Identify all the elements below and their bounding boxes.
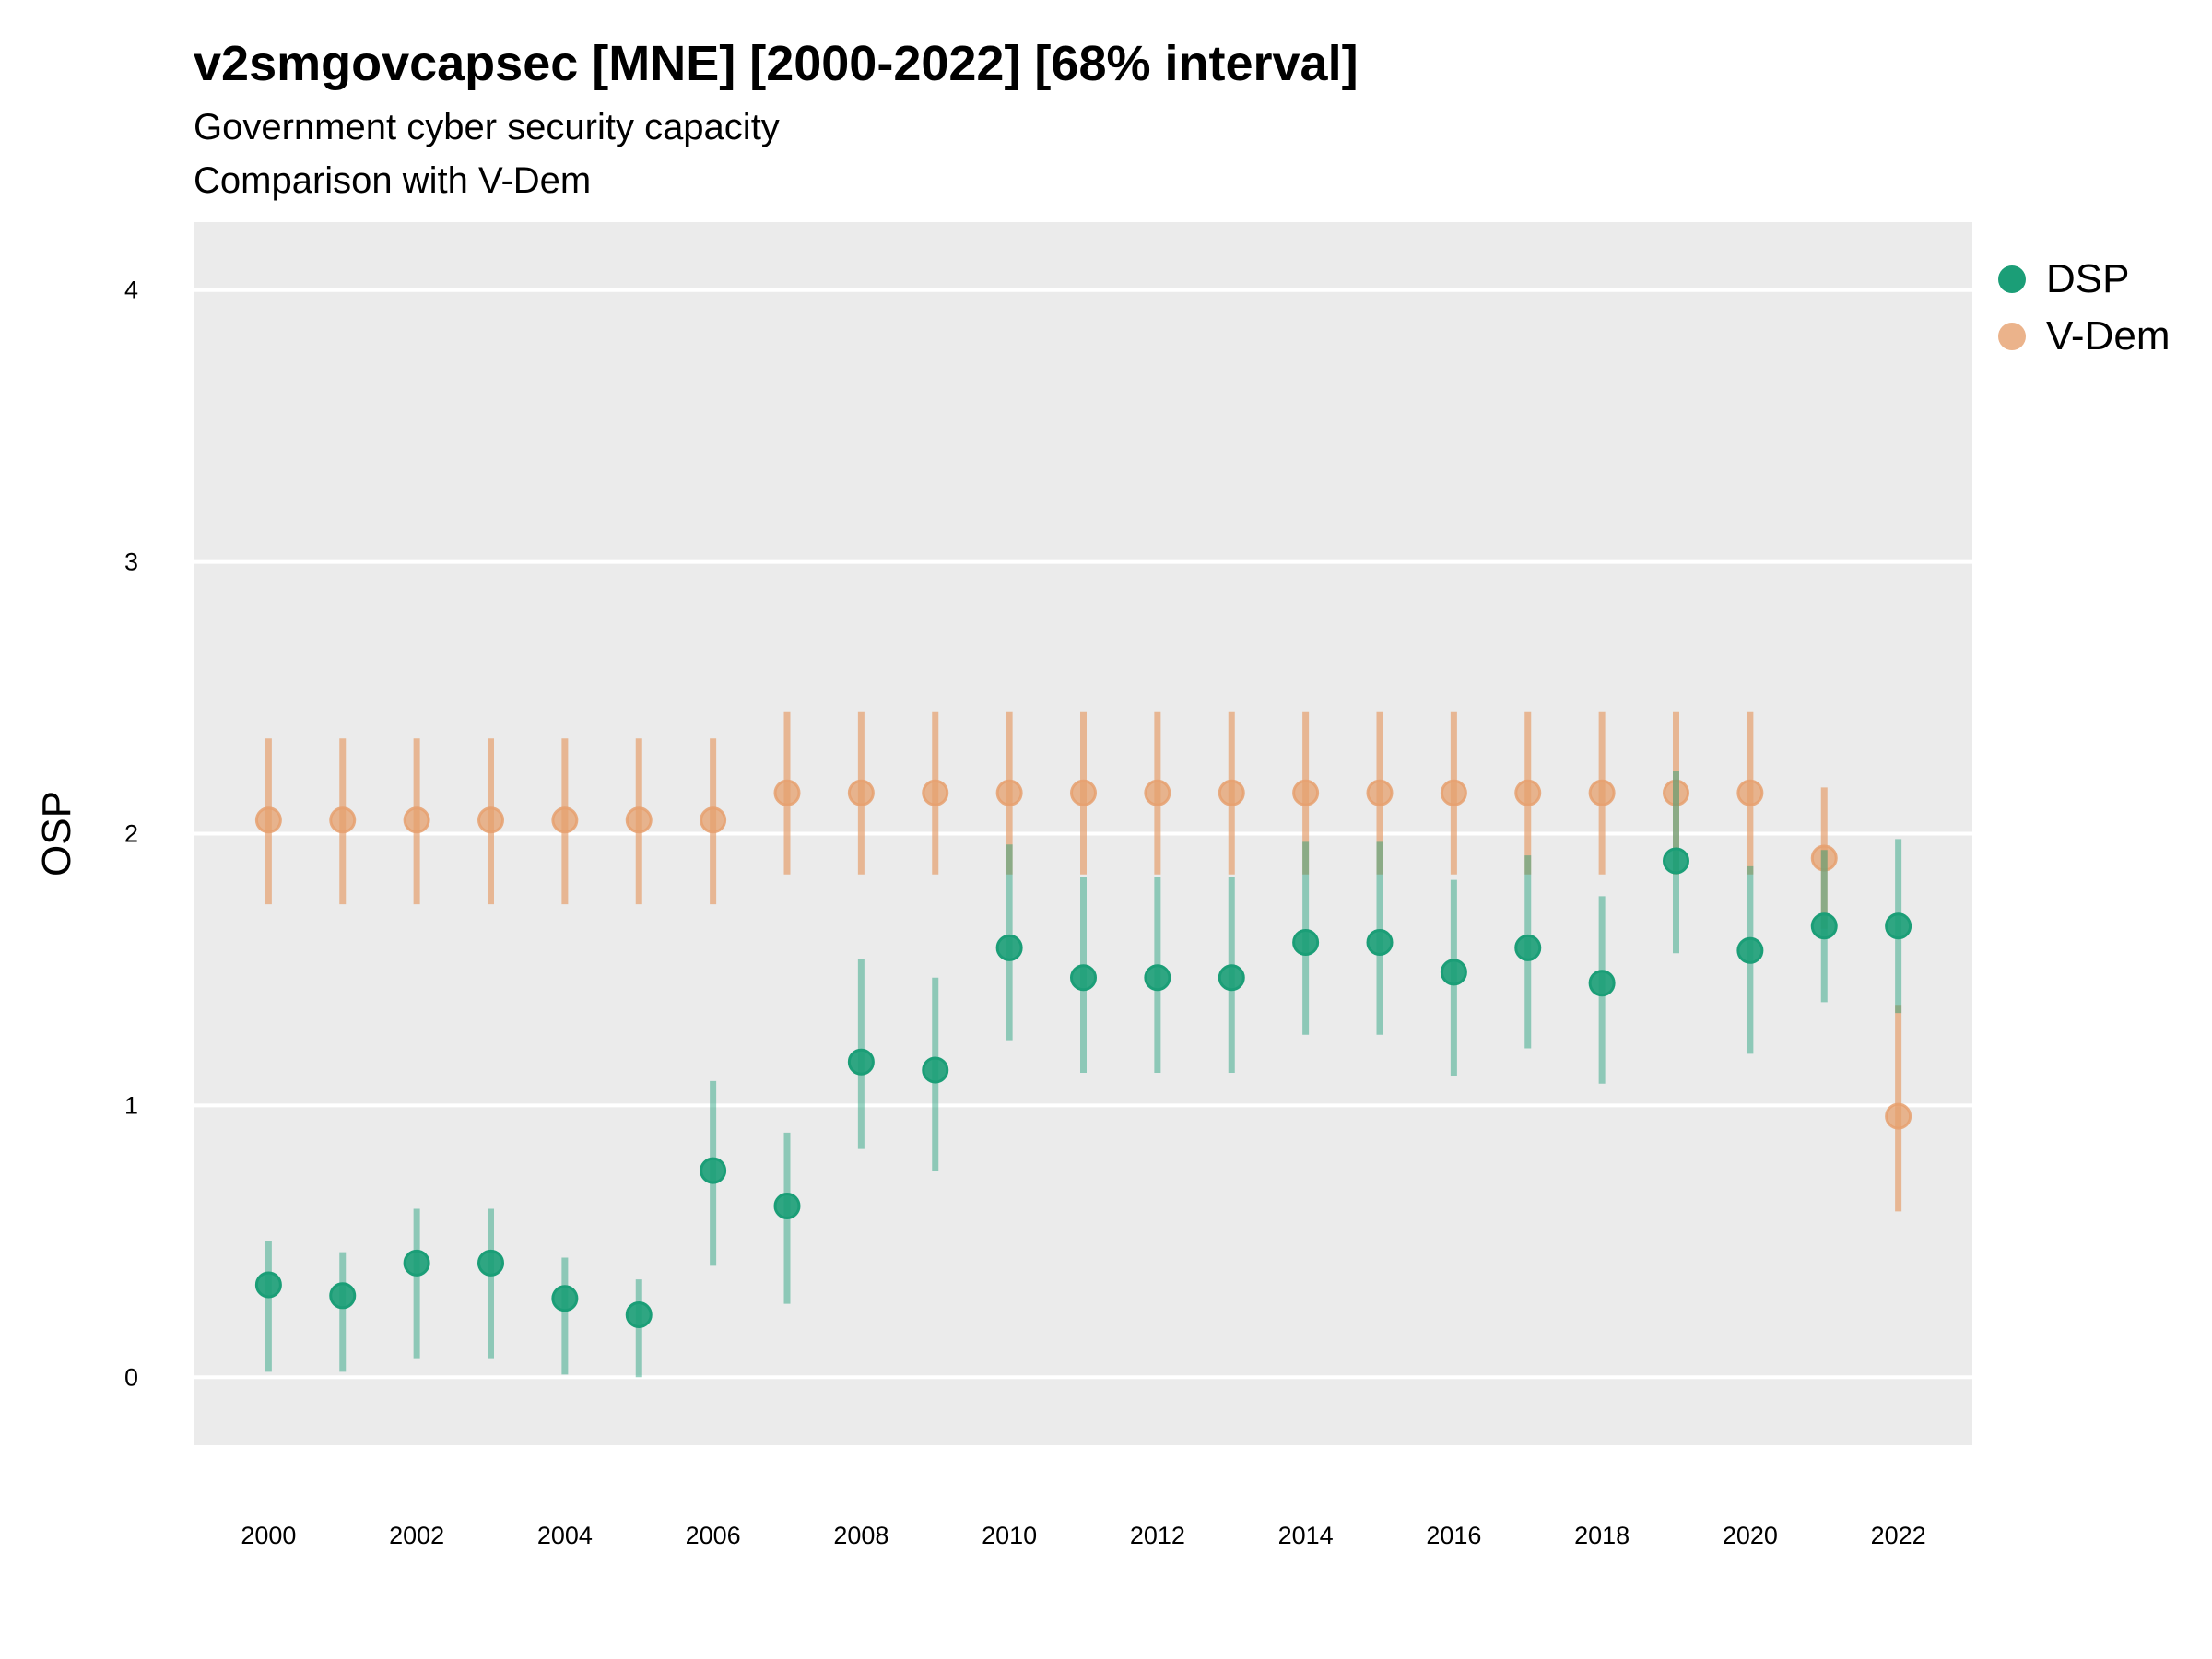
dsp-point [922, 1056, 949, 1084]
dsp-point [1663, 847, 1689, 875]
dsp-point [1885, 912, 1912, 940]
y-tick-label: 3 [124, 548, 138, 576]
vdem-point [477, 806, 504, 834]
x-tick-label: 2018 [1574, 1522, 1630, 1549]
x-tick-label: 2000 [241, 1522, 296, 1549]
x-tick-label: 2008 [833, 1522, 888, 1549]
dsp-point [1440, 959, 1467, 986]
dsp-point [847, 1048, 875, 1076]
vdem-point [254, 806, 282, 834]
series-dsp [254, 771, 1912, 1378]
vdem-point [995, 779, 1023, 806]
legend-label-dsp: DSP [2046, 256, 2130, 301]
vdem-point [1663, 779, 1689, 806]
vdem-point [773, 779, 801, 806]
legend-item-dsp: DSP [1998, 251, 2170, 308]
dsp-point [403, 1249, 430, 1277]
vdem-point [1514, 779, 1542, 806]
y-tick-label: 0 [124, 1363, 138, 1391]
dsp-point [995, 934, 1023, 961]
legend-item-vdem: V-Dem [1998, 308, 2170, 365]
vdem-point [1366, 779, 1394, 806]
vdem-point [700, 806, 727, 834]
dsp-point [329, 1282, 357, 1310]
vdem-point [403, 806, 430, 834]
dsp-point [1588, 970, 1616, 997]
vdem-point [1588, 779, 1616, 806]
legend-key-vdem [1998, 323, 2026, 350]
dsp-point [1736, 936, 1764, 964]
dsp-point [1070, 964, 1097, 992]
vdem-point [1440, 779, 1467, 806]
dsp-point [625, 1300, 653, 1328]
series-vdem [254, 711, 1912, 1212]
dsp-point [1292, 928, 1320, 956]
x-tick-label: 2016 [1426, 1522, 1481, 1549]
vdem-point [847, 779, 875, 806]
dsp-point [1218, 964, 1245, 992]
dsp-point [773, 1192, 801, 1219]
x-tick-label: 2002 [389, 1522, 444, 1549]
vdem-point [922, 779, 949, 806]
x-tick-labels: 2000 2002 2004 2006 2008 2010 2012 2014 2016 2018… [241, 1522, 1925, 1549]
vdem-point [1144, 779, 1171, 806]
dsp-point [1144, 964, 1171, 992]
vdem-point [551, 806, 579, 834]
chart-title: v2smgovcapsec [MNE] [2000-2022] [68% int… [194, 36, 1359, 91]
dsp-point [1514, 934, 1542, 961]
vdem-point [1736, 779, 1764, 806]
chart-subtitle: Government cyber security capacity [194, 107, 780, 147]
legend: DSP V-Dem [1998, 251, 2170, 365]
vdem-point [1218, 779, 1245, 806]
legend-label-vdem: V-Dem [2046, 313, 2171, 359]
vdem-point [1810, 844, 1838, 872]
dsp-point [700, 1157, 727, 1184]
vdem-point [1070, 779, 1097, 806]
x-tick-label: 2006 [686, 1522, 741, 1549]
dsp-point [1810, 912, 1838, 940]
x-tick-label: 2012 [1130, 1522, 1185, 1549]
dsp-point [551, 1285, 579, 1312]
dsp-point [1366, 928, 1394, 956]
y-tick-label: 4 [124, 276, 138, 304]
y-tick-label: 1 [124, 1091, 138, 1119]
y-tick-label: 2 [124, 820, 138, 848]
vdem-point [1292, 779, 1320, 806]
x-tick-label: 2014 [1278, 1522, 1334, 1549]
vdem-point [625, 806, 653, 834]
vdem-point [329, 806, 357, 834]
x-tick-label: 2010 [982, 1522, 1037, 1549]
y-axis-label: OSP [34, 791, 79, 877]
x-tick-label: 2020 [1723, 1522, 1778, 1549]
y-tick-labels: 0 1 2 3 4 [124, 276, 138, 1392]
chart-subtitle-comparison: Comparison with V-Dem [194, 160, 592, 201]
dsp-point [254, 1271, 282, 1299]
dsp-point [477, 1249, 504, 1277]
vdem-point [1885, 1102, 1912, 1130]
legend-key-dsp [1998, 265, 2026, 293]
x-tick-label: 2004 [537, 1522, 593, 1549]
x-tick-label: 2022 [1871, 1522, 1926, 1549]
